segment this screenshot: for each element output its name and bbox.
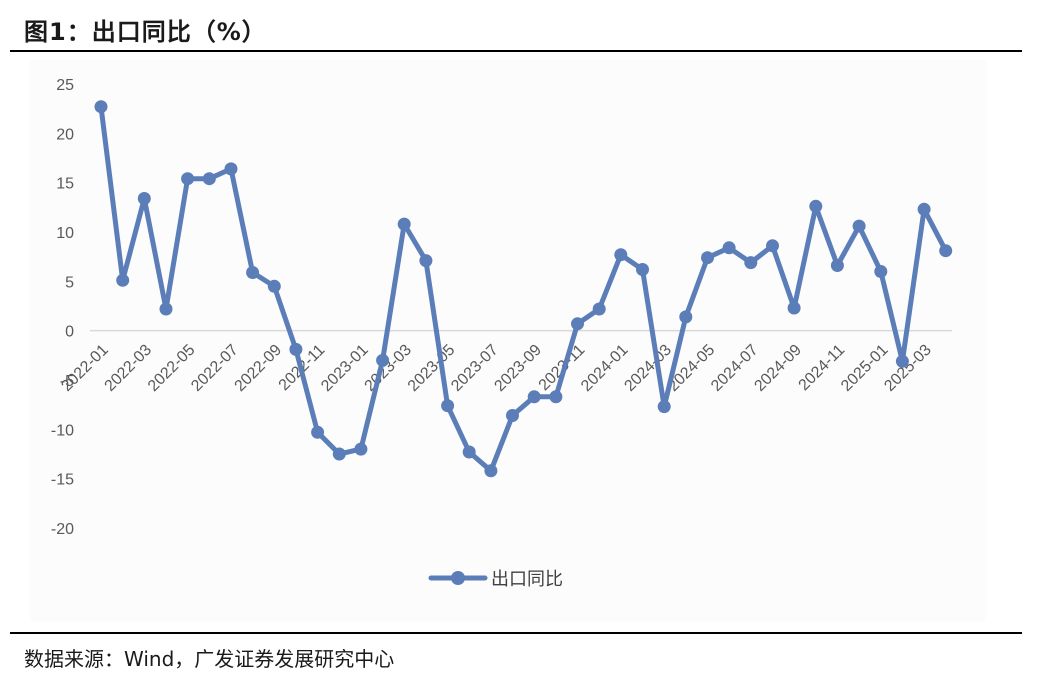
data-point — [917, 202, 931, 216]
data-point — [484, 464, 498, 478]
data-point — [895, 354, 909, 368]
data-point — [787, 301, 801, 315]
x-tick-label: 2022-03 — [102, 341, 156, 395]
data-point — [874, 265, 888, 278]
x-tick-label: 2022-01 — [58, 341, 112, 395]
x-tick-label: 2023-07 — [448, 341, 502, 395]
y-tick-label: 10 — [56, 225, 74, 242]
data-point — [830, 259, 844, 272]
x-tick-label: 2022-07 — [188, 341, 242, 395]
data-point — [137, 192, 151, 205]
x-tick-label: 2024-09 — [751, 341, 805, 395]
y-tick-label: 5 — [65, 274, 74, 291]
x-axis-ticks: 2022-012022-032022-052022-072022-092022-… — [58, 341, 935, 395]
data-point — [701, 251, 714, 265]
data-point — [679, 310, 693, 324]
y-tick-label: 20 — [56, 126, 74, 143]
series-points — [94, 100, 953, 478]
data-point — [267, 279, 281, 293]
plot-background — [30, 60, 986, 622]
data-point — [159, 302, 173, 316]
data-point — [289, 342, 303, 356]
x-tick-label: 2024-07 — [708, 341, 762, 395]
data-point — [636, 263, 649, 276]
data-point — [94, 100, 108, 114]
x-tick-label: 2024-01 — [578, 341, 632, 395]
data-point — [354, 442, 368, 456]
source-note: 数据来源：Wind，广发证券发展研究中心 — [24, 647, 395, 671]
legend-label: 出口同比 — [491, 569, 563, 590]
data-point — [116, 273, 130, 287]
series-line — [98, 104, 949, 474]
data-point — [614, 248, 628, 262]
data-point — [549, 390, 563, 404]
legend-dot-marker — [451, 571, 465, 585]
y-tick-label: -10 — [51, 422, 74, 439]
data-point — [419, 254, 433, 268]
data-point — [527, 390, 541, 404]
data-point — [332, 447, 346, 461]
data-point — [571, 317, 584, 331]
y-tick-label: 25 — [56, 77, 74, 94]
legend: 出口同比 — [428, 569, 563, 590]
y-tick-label: -5 — [60, 373, 74, 390]
data-point — [722, 241, 736, 255]
data-point — [202, 172, 216, 186]
data-point — [441, 399, 455, 413]
y-axis-ticks: 25 20 15 10 5 0 -5 -10 -15 -20 — [51, 77, 74, 538]
data-point — [397, 217, 411, 231]
data-point — [852, 219, 866, 233]
data-point — [592, 302, 606, 316]
top-divider — [10, 50, 1022, 52]
data-point — [766, 239, 779, 253]
y-tick-label: -15 — [51, 472, 74, 489]
y-tick-label: 0 — [65, 324, 74, 341]
x-tick-label: 2023-03 — [362, 341, 416, 395]
x-tick-label: 2023-05 — [405, 341, 459, 395]
data-point — [809, 199, 823, 213]
x-tick-label: 2023-09 — [491, 341, 545, 395]
data-point — [939, 244, 953, 258]
bottom-divider — [10, 632, 1022, 634]
x-tick-label: 2022-05 — [145, 341, 199, 395]
data-point — [657, 400, 671, 414]
x-tick-label: 2022-09 — [232, 341, 286, 395]
data-point — [224, 162, 238, 176]
x-tick-label: 2025-03 — [881, 341, 935, 395]
y-tick-label: 15 — [56, 176, 74, 193]
x-tick-label: 2023-01 — [318, 341, 372, 395]
data-point — [744, 256, 758, 270]
data-point — [246, 266, 260, 279]
data-point — [181, 172, 195, 186]
data-point — [506, 409, 519, 422]
x-tick-label: 2025-01 — [838, 341, 892, 395]
page-title: 图1：出口同比（%） — [24, 18, 267, 46]
y-tick-label: -20 — [51, 521, 74, 538]
data-point — [311, 425, 325, 439]
data-point — [376, 353, 390, 367]
data-point — [462, 445, 476, 459]
